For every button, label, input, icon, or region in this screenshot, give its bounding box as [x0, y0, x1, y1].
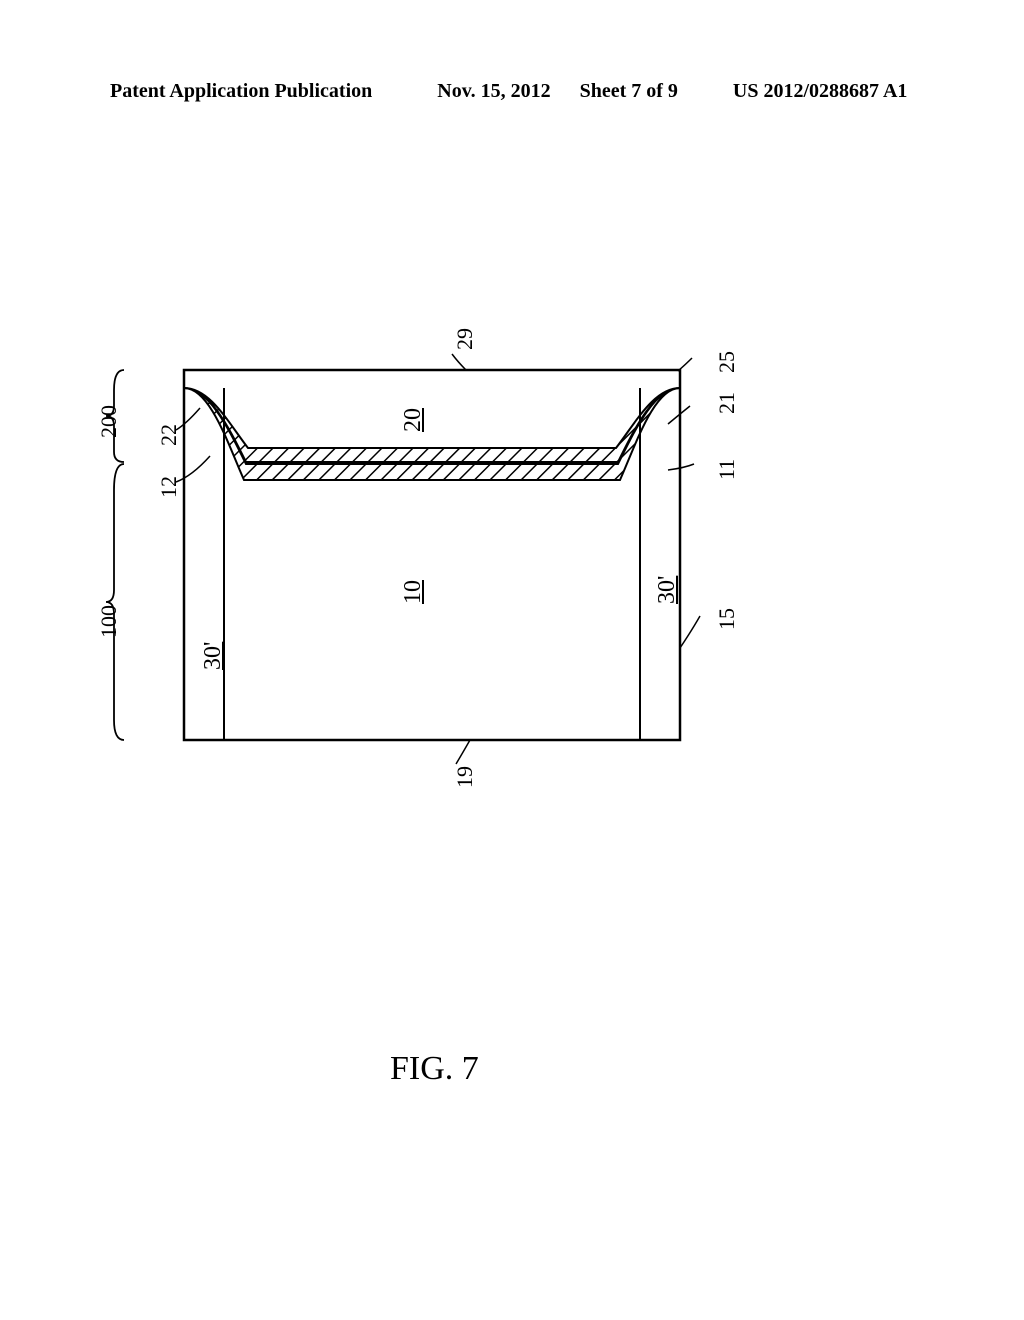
- figure-7: 25 21 11 15 29 19 22 12 20 10 30' 30' 20…: [0, 160, 1024, 1110]
- ref-12: 12: [156, 476, 182, 498]
- ref-25: 25: [714, 351, 740, 373]
- ref-22: 22: [156, 424, 182, 446]
- cross-section-diagram: [0, 160, 1024, 1110]
- ref-15: 15: [714, 608, 740, 630]
- publication-label: Patent Application Publication: [110, 80, 372, 103]
- figure-caption: FIG. 7: [390, 1050, 479, 1088]
- ref-21: 21: [714, 392, 740, 414]
- section-20: 20: [400, 408, 427, 432]
- section-30-left: 30': [200, 642, 227, 670]
- section-10: 10: [400, 580, 427, 604]
- ref-11: 11: [714, 459, 740, 480]
- ref-19: 19: [452, 766, 478, 788]
- ref-29: 29: [452, 328, 478, 350]
- brace-100: 100: [96, 605, 122, 638]
- section-30-right: 30': [654, 576, 681, 604]
- brace-200: 200: [96, 405, 122, 438]
- sheet-label: Sheet 7 of 9: [580, 80, 678, 103]
- publication-number: US 2012/0288687 A1: [733, 80, 907, 103]
- publication-date: Nov. 15, 2012: [437, 80, 550, 103]
